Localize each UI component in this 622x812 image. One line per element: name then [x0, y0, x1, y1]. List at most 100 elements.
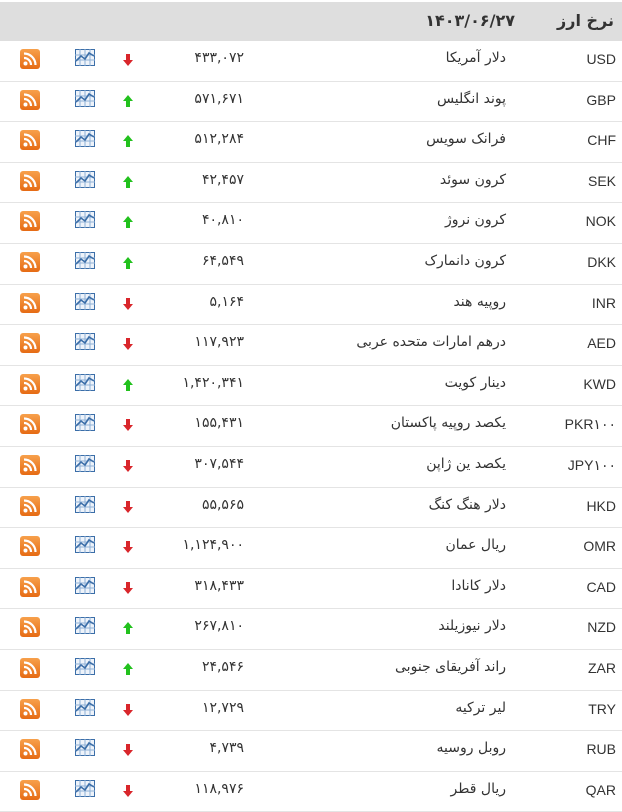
arrow-up-icon [123, 378, 133, 391]
rss-icon[interactable] [20, 89, 40, 110]
currency-rate: ۶۴,۵۴۹ [201, 252, 244, 269]
header-title: نرخ ارز [557, 11, 614, 30]
chart-icon[interactable] [75, 414, 95, 432]
table-row: RUB روبل روسیه ۴,۷۳۹ [0, 731, 622, 772]
currency-rate: ۳۱۸,۴۳۳ [194, 577, 244, 594]
currency-rate: ۱,۱۲۴,۹۰۰ [182, 537, 244, 554]
rss-icon[interactable] [20, 536, 40, 557]
currency-name: دینار کویت [444, 374, 506, 391]
rss-icon[interactable] [20, 333, 40, 354]
chart-icon[interactable] [75, 292, 95, 310]
chart-icon[interactable] [75, 739, 95, 757]
rss-icon[interactable] [20, 617, 40, 638]
header-date: ۱۴۰۳/۰۶/۲۷ [425, 11, 515, 30]
currency-code: INR [591, 294, 616, 311]
rss-icon[interactable] [20, 698, 40, 719]
rss-icon[interactable] [20, 251, 40, 272]
chart-icon[interactable] [75, 779, 95, 797]
currency-rate: ۴۳۳,۰۷۲ [194, 50, 244, 66]
currency-code: SEK [587, 172, 616, 189]
currency-code: USD [586, 51, 616, 67]
rss-icon[interactable] [20, 414, 40, 435]
currency-table: USD دلار آمریکا ۴۳۳,۰۷۲ GBP پوند انگلیس … [0, 41, 622, 812]
rss-icon[interactable] [20, 49, 40, 69]
chart-icon[interactable] [75, 617, 95, 635]
currency-rate: ۴۲,۴۵۷ [201, 171, 244, 188]
chart-icon[interactable] [75, 657, 95, 675]
table-row: USD دلار آمریکا ۴۳۳,۰۷۲ [0, 41, 622, 82]
chart-icon[interactable] [75, 454, 95, 472]
currency-rate: ۱۲,۷۲۹ [201, 699, 244, 716]
table-header: نرخ ارز ۱۴۰۳/۰۶/۲۷ [0, 0, 622, 41]
currency-code: RUB [586, 741, 616, 758]
currency-name: روبل روسیه [436, 740, 506, 757]
arrow-down-icon [123, 54, 133, 66]
currency-code: PKR۱۰۰ [564, 416, 616, 433]
currency-name: راند آفریقای جنوبی [395, 658, 506, 675]
rss-icon[interactable] [20, 657, 40, 678]
chart-icon[interactable] [75, 170, 95, 188]
chart-icon[interactable] [75, 373, 95, 391]
rss-icon[interactable] [20, 495, 40, 516]
table-row: CAD دلار کانادا ۳۱۸,۴۳۳ [0, 569, 622, 610]
currency-code: AED [587, 335, 616, 352]
currency-rate: ۵۵,۵۶۵ [201, 496, 244, 513]
table-row: DKK کرون دانمارک ۶۴,۵۴۹ [0, 244, 622, 285]
chart-icon[interactable] [75, 251, 95, 269]
chart-icon[interactable] [75, 333, 95, 351]
rss-icon[interactable] [20, 211, 40, 232]
arrow-up-icon [123, 216, 133, 229]
chart-icon[interactable] [75, 495, 95, 513]
table-row: JPY۱۰۰ یکصد ین ژاپن ۳۰۷,۵۴۴ [0, 447, 622, 488]
currency-rate: ۵۷۱,۶۷۱ [194, 90, 244, 107]
arrow-down-icon [123, 581, 133, 594]
arrow-down-icon [123, 541, 133, 554]
rss-icon[interactable] [20, 292, 40, 313]
currency-rate: ۴,۷۳۹ [209, 740, 244, 757]
rss-icon[interactable] [20, 454, 40, 475]
arrow-down-icon [123, 500, 133, 513]
currency-rate: ۱۱۷,۹۲۳ [194, 334, 244, 351]
rss-icon[interactable] [20, 576, 40, 597]
currency-rate: ۵,۱۶۴ [209, 293, 244, 310]
currency-name: یکصد ین ژاپن [426, 455, 506, 472]
arrow-up-icon [123, 175, 133, 188]
currency-code: TRY [588, 700, 616, 717]
currency-name: پوند انگلیس [436, 90, 506, 107]
rss-icon[interactable] [20, 373, 40, 394]
currency-code: NZD [587, 619, 616, 636]
currency-name: کرون سوئد [439, 171, 506, 188]
chart-icon[interactable] [75, 698, 95, 716]
currency-name: دلار نیوزیلند [438, 618, 506, 635]
rss-icon[interactable] [20, 779, 40, 800]
currency-rate: ۳۰۷,۵۴۴ [194, 455, 244, 472]
rss-icon[interactable] [20, 130, 40, 151]
table-row: NZD دلار نیوزیلند ۲۶۷,۸۱۰ [0, 609, 622, 650]
currency-code: CAD [586, 578, 616, 595]
table-row: CHF فرانک سویس ۵۱۲,۲۸۴ [0, 122, 622, 163]
chart-icon[interactable] [75, 211, 95, 229]
arrow-down-icon [123, 459, 133, 472]
currency-code: DKK [587, 253, 616, 270]
currency-rate: ۱۱۸,۹۷۶ [194, 780, 244, 797]
chart-icon[interactable] [75, 130, 95, 148]
arrow-up-icon [123, 135, 133, 148]
arrow-up-icon [123, 94, 133, 107]
rss-icon[interactable] [20, 739, 40, 760]
chart-icon[interactable] [75, 536, 95, 554]
currency-code: ZAR [588, 659, 616, 676]
arrow-up-icon [123, 622, 133, 635]
table-row: AED درهم امارات متحده عربی ۱۱۷,۹۲۳ [0, 325, 622, 366]
rss-icon[interactable] [20, 170, 40, 191]
arrow-up-icon [123, 256, 133, 269]
chart-icon[interactable] [75, 89, 95, 107]
currency-name: کرون دانمارک [424, 252, 506, 269]
table-row: OMR ریال عمان ۱,۱۲۴,۹۰۰ [0, 528, 622, 569]
currency-name: دلار آمریکا [445, 50, 506, 66]
currency-code: OMR [583, 538, 616, 555]
table-row: NOK کرون نروژ ۴۰,۸۱۰ [0, 203, 622, 244]
chart-icon[interactable] [75, 576, 95, 594]
currency-code: HKD [586, 497, 616, 514]
currency-name: یکصد روپیه پاکستان [390, 415, 506, 432]
chart-icon[interactable] [75, 49, 95, 66]
